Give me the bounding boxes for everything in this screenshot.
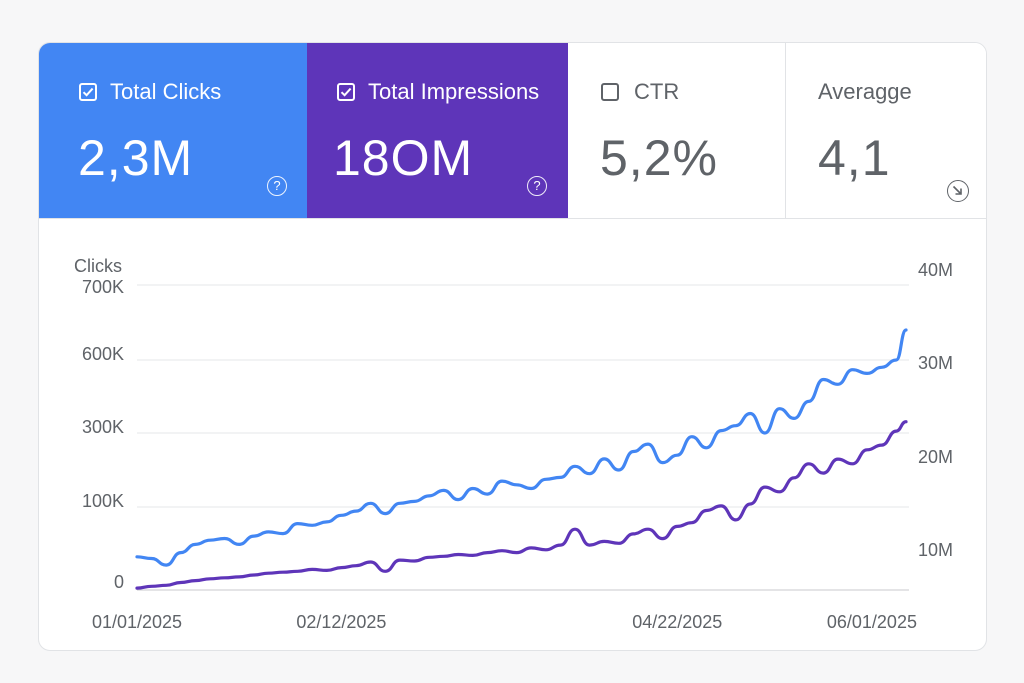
x-axis-ticks: 01/01/2025 02/12/2025 04/22/2025 06/01/2025 (92, 612, 917, 632)
checkmark-icon (82, 87, 94, 97)
tiles-divider (39, 218, 986, 219)
x-axis-tick-label: 02/12/2025 (296, 612, 386, 632)
right-axis-ticks: 40M 30M 20M 10M (918, 260, 953, 560)
right-axis-tick-label: 20M (918, 447, 953, 467)
chart-lines (135, 328, 908, 590)
arrow-down-right-icon[interactable] (947, 180, 969, 202)
impressions-series-line (135, 420, 908, 590)
performance-card: Total Clicks 2,3M ? Total Impressions 18… (38, 42, 987, 651)
x-axis-tick-label: 06/01/2025 (827, 612, 917, 632)
total-clicks-tile[interactable]: Total Clicks 2,3M ? (39, 43, 307, 218)
metric-tiles: Total Clicks 2,3M ? Total Impressions 18… (39, 43, 986, 218)
total-impressions-tile[interactable]: Total Impressions 18OM ? (307, 43, 568, 218)
total-impressions-label: Total Impressions (368, 79, 540, 104)
x-axis-tick-label: 04/22/2025 (632, 612, 722, 632)
help-icon[interactable]: ? (527, 176, 547, 196)
average-position-label: Averagge (818, 79, 912, 104)
ctr-checkbox[interactable] (601, 83, 619, 101)
x-axis-tick-label: 01/01/2025 (92, 612, 182, 632)
checkmark-icon (340, 87, 352, 97)
total-impressions-value: 18OM (333, 130, 474, 186)
ctr-value: 5,2% (600, 130, 718, 186)
total-clicks-value: 2,3M (78, 130, 194, 186)
left-axis-tick-label: 0 (114, 572, 124, 592)
y-axis-title: Clicks (74, 256, 122, 276)
right-axis-tick-label: 30M (918, 353, 953, 373)
left-axis-tick-label: 600K (82, 344, 124, 364)
left-axis-tick-label: 300K (82, 417, 124, 437)
help-icon[interactable]: ? (267, 176, 287, 196)
average-position-value: 4,1 (818, 130, 891, 186)
left-axis-tick-label: 700K (82, 277, 124, 297)
chart-gridlines (137, 284, 909, 591)
total-clicks-checkbox[interactable] (79, 83, 97, 101)
performance-chart: Clicks 700K 600K 300K 100K 0 40M 30M 20M 10M 01… (74, 256, 953, 632)
right-axis-tick-label: 10M (918, 540, 953, 560)
total-clicks-label: Total Clicks (110, 79, 222, 104)
total-impressions-checkbox[interactable] (337, 83, 355, 101)
ctr-label: CTR (634, 79, 680, 104)
left-axis-tick-label: 100K (82, 491, 124, 511)
average-position-tile[interactable]: Averagge 4,1 (786, 43, 986, 218)
ctr-tile[interactable]: CTR 5,2% (568, 43, 786, 218)
right-axis-tick-label: 40M (918, 260, 953, 280)
left-axis-ticks: 700K 600K 300K 100K 0 (82, 277, 124, 592)
clicks-series-line (135, 328, 908, 567)
